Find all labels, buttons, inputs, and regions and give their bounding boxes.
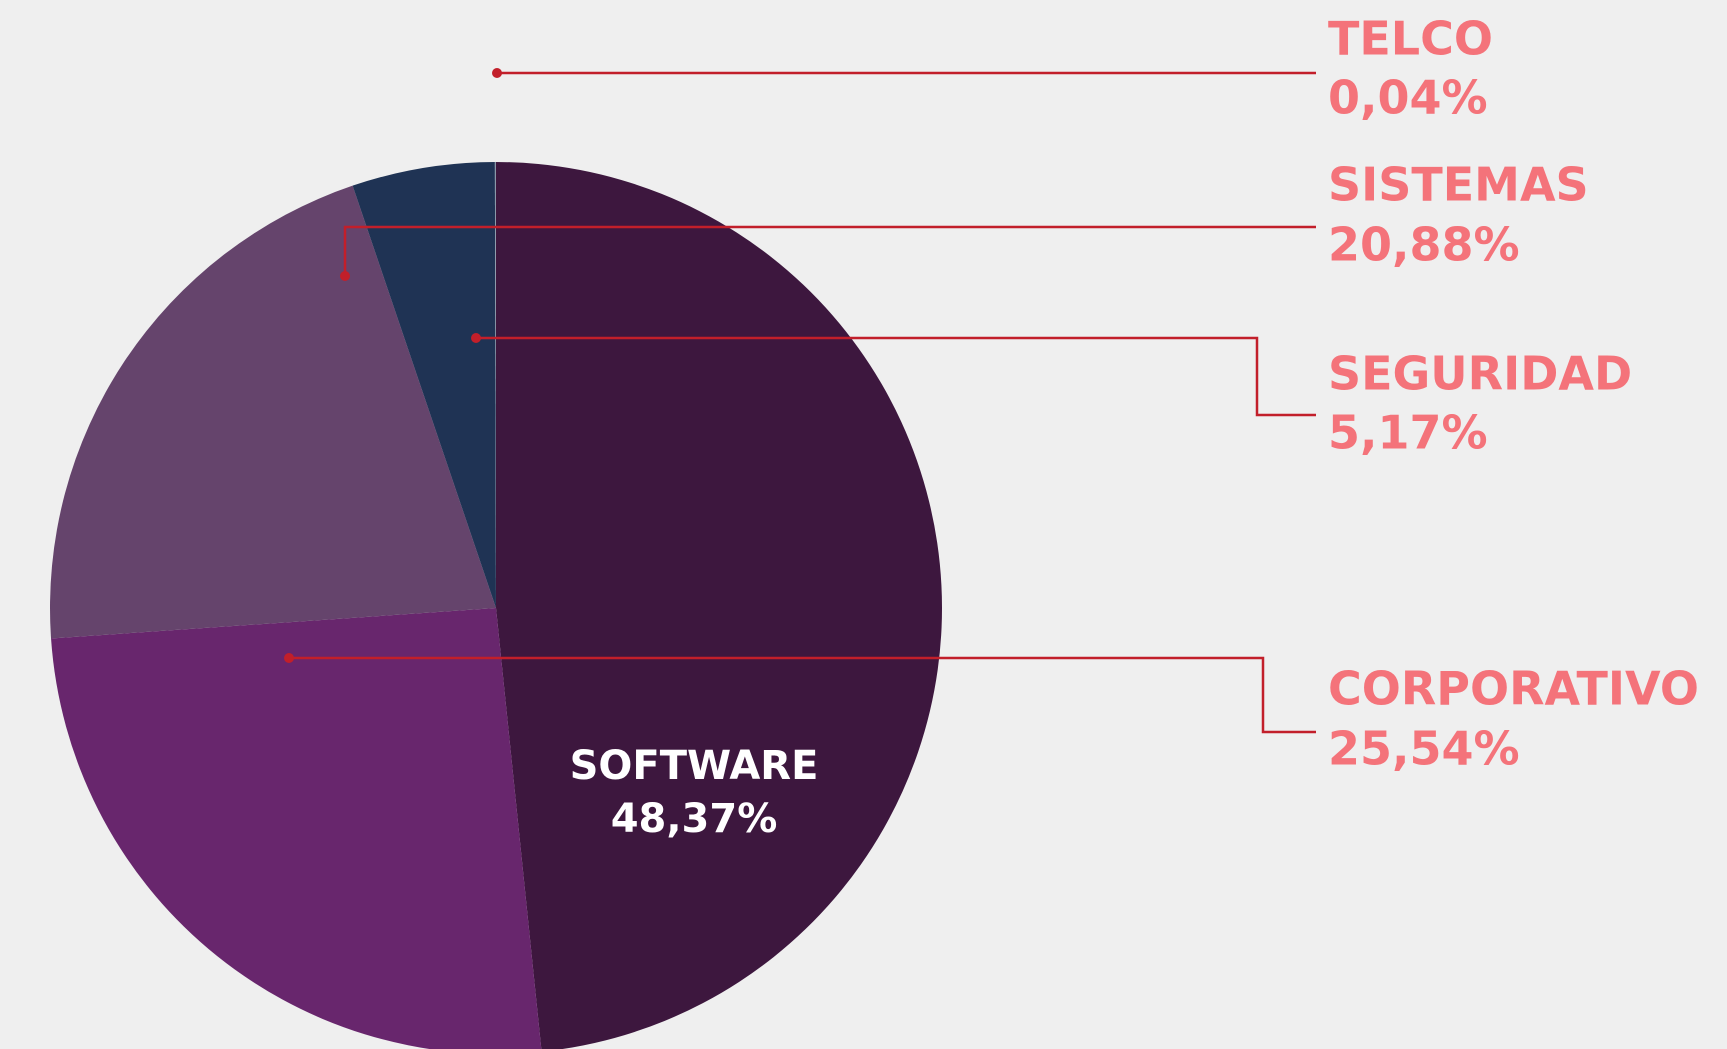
slice-label: SOFTWARE [570,743,819,789]
leader-line [343,225,1316,276]
leader-dot [284,653,294,663]
category-label: SEGURIDAD [1328,347,1632,401]
pie-slice [496,162,942,1049]
pie-slice [51,608,542,1049]
leader-line [476,336,1316,417]
value-label: 25,54% [1328,722,1520,776]
leader-dot [471,333,481,343]
category-label: SISTEMAS [1328,158,1589,212]
pie-slice [494,162,496,608]
value-label: 0,04% [1328,71,1488,125]
pie-slice [50,185,496,639]
value-label: 20,88% [1328,218,1520,272]
leader-line [289,656,1316,734]
category-label: CORPORATIVO [1328,662,1699,716]
pie-slice [352,162,496,608]
slice-value: 48,37% [611,796,778,842]
leader-dot [340,271,350,281]
value-label: 5,17% [1328,406,1488,460]
leader-dot [492,68,502,78]
category-label: TELCO [1328,12,1493,66]
